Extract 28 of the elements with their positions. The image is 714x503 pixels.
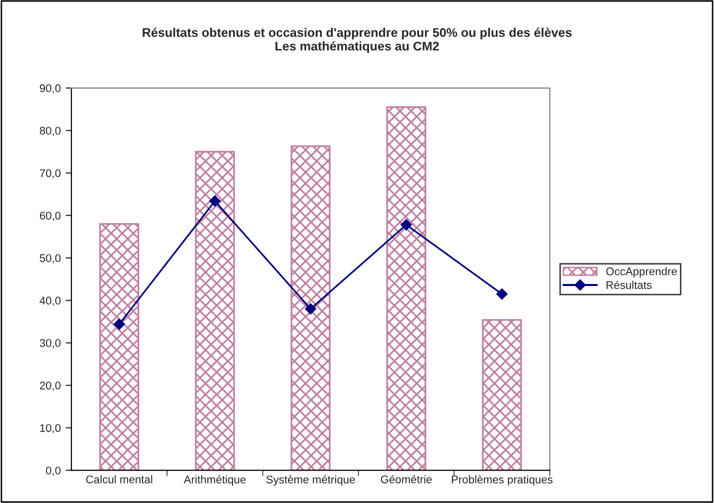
- y-tick-label: 0,0: [46, 466, 61, 476]
- point: [400, 219, 412, 230]
- y-tick-label: 60,0: [40, 212, 61, 221]
- bar: [386, 106, 426, 470]
- point: [496, 288, 508, 300]
- y-tick-label: 10,0: [40, 424, 61, 434]
- y-tick-label: 20,0: [40, 382, 61, 391]
- bar: [482, 319, 522, 470]
- y-tick-label: 90,0: [40, 84, 61, 94]
- y-tick-label: 70,0: [40, 169, 61, 178]
- y-tick-label: 40,0: [40, 296, 61, 306]
- x-tick-label: Géométrie: [380, 475, 432, 484]
- bar: [290, 145, 331, 470]
- x-tick-label: Problèmes pratiques: [452, 475, 552, 486]
- y-tick-label: 80,0: [40, 126, 61, 136]
- bar: [99, 223, 140, 470]
- chart-title: Résultats obtenus et occasion d'apprendre pour 50% ou plus des élèves Les mathématiques au CM2: [142, 28, 572, 54]
- y-tick-label: 50,0: [40, 254, 61, 264]
- x-tick-label: Arithmétique: [184, 475, 246, 486]
- x-tick-label: Système métrique: [266, 475, 355, 486]
- point: [304, 303, 316, 315]
- point: [209, 195, 221, 207]
- point: [114, 318, 125, 330]
- y-tick-label: 30,0: [40, 339, 61, 348]
- x-tick-label: Calcul mental: [86, 475, 152, 484]
- legend-label: Résultats: [606, 280, 652, 289]
- bar: [194, 150, 235, 470]
- legend-label: OccApprendre: [606, 267, 677, 278]
